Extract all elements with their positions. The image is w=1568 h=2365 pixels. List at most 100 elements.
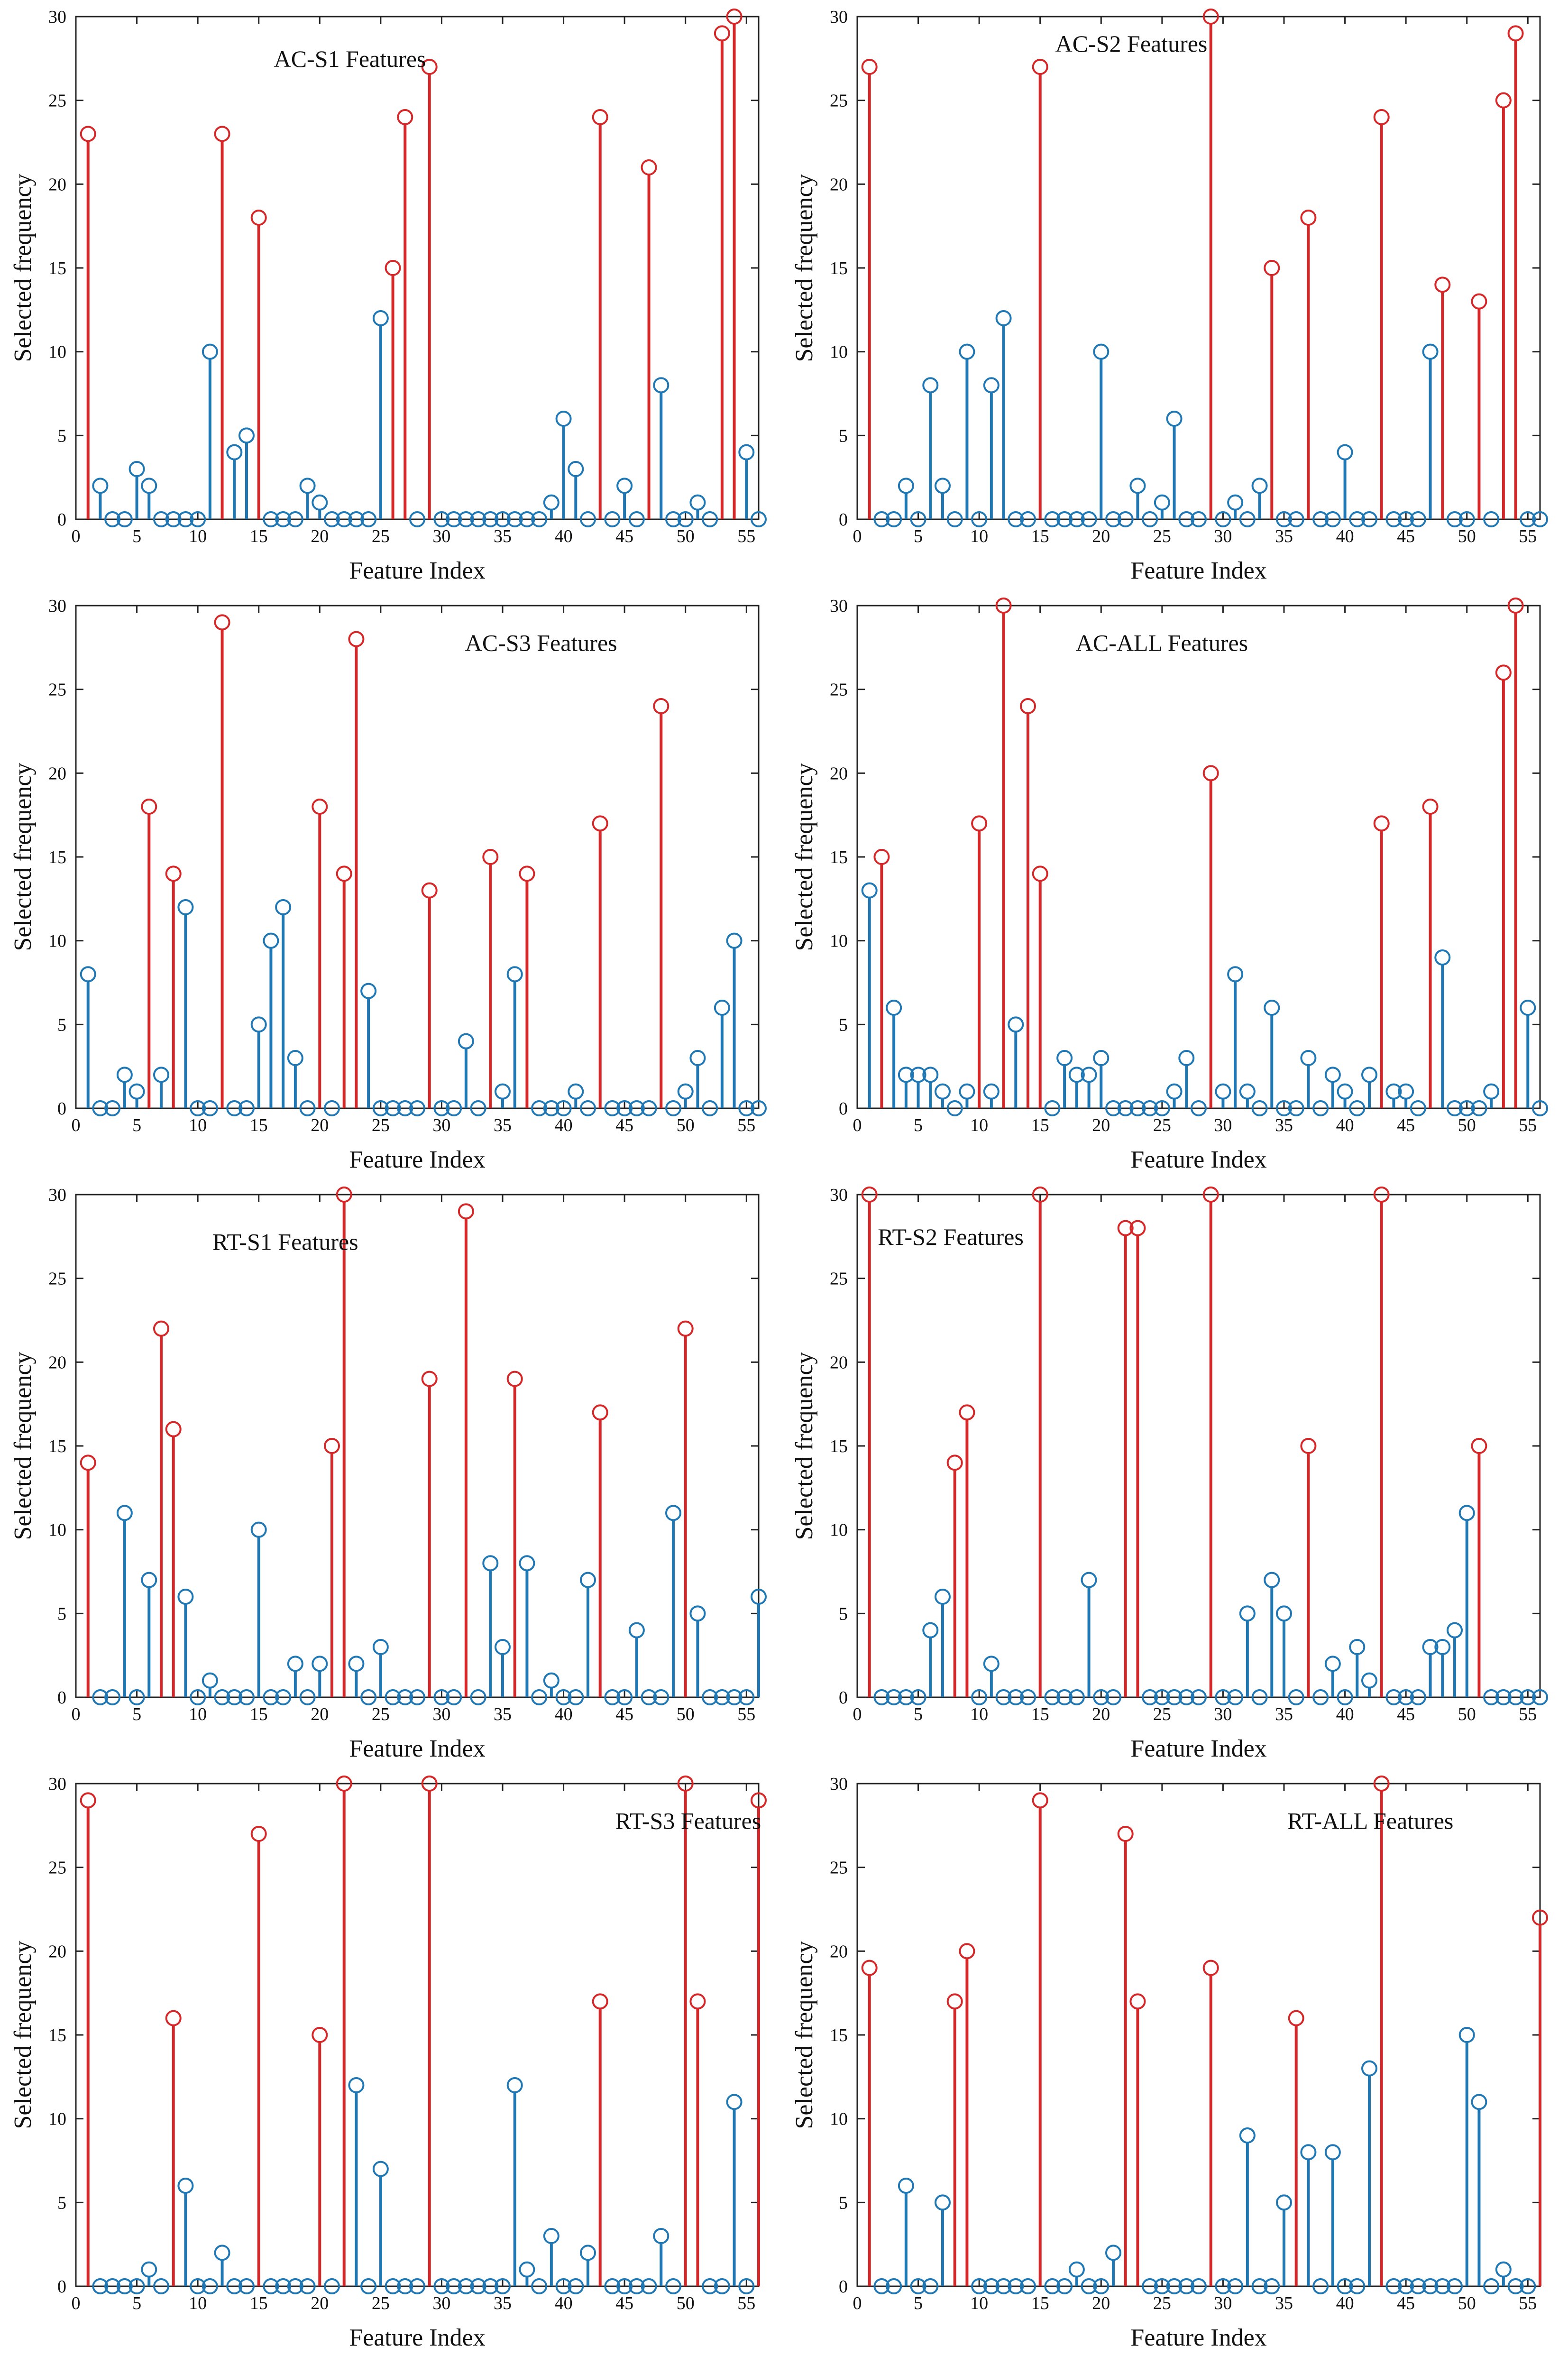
stem-marker [1227, 2278, 1244, 2294]
x-tick-label: 55 [1519, 1115, 1537, 1135]
stem-marker [1154, 1689, 1170, 1705]
stem-marker [1251, 2278, 1268, 2294]
chart-panel-rt-s3: 0 5 10 15 20 25 30 35 40 45 50 55 0 5 10 15 20 25 30 RT-S3 … [9, 1774, 767, 2351]
stem-marker [738, 2278, 755, 2294]
y-tick-label: 30 [48, 596, 66, 616]
stem-marker [1447, 511, 1463, 527]
stem-marker [922, 377, 939, 394]
stem-marker [665, 1505, 681, 1521]
stem-marker [116, 1067, 133, 1083]
stem-marker [1410, 1689, 1426, 1705]
stem-marker [1044, 1689, 1061, 1705]
stem-marker [506, 2077, 523, 2093]
stem-marker [1215, 1689, 1231, 1705]
x-tick-label: 45 [1397, 2293, 1415, 2313]
x-tick-label: 30 [432, 1115, 450, 1135]
stem-marker [543, 2228, 559, 2244]
stem-marker [580, 511, 596, 527]
stem-marker [336, 511, 352, 527]
stem-marker [751, 511, 767, 527]
stem-marker [702, 1100, 718, 1116]
stem-marker [177, 2178, 194, 2194]
stem-marker [1288, 1689, 1304, 1705]
stem-marker [1239, 511, 1256, 527]
stem-marker [1142, 2278, 1158, 2294]
stem-marker [1227, 966, 1244, 983]
x-tick-label: 35 [494, 1115, 512, 1135]
x-tick-label: 40 [1336, 2293, 1354, 2313]
stem-marker [1373, 815, 1390, 832]
stem-marker [1337, 1083, 1353, 1100]
stem-marker [886, 1689, 902, 1705]
stem-marker [898, 478, 914, 494]
stem-marker [80, 966, 96, 983]
y-tick-label: 0 [839, 510, 848, 530]
stem-marker [1117, 1220, 1134, 1236]
stem-marker [1264, 1000, 1280, 1016]
stem-marker [397, 1100, 413, 1116]
stem-marker [433, 1100, 450, 1116]
stem-marker [1434, 1639, 1451, 1655]
stem-marker [1532, 1909, 1548, 1926]
stem-marker [1105, 511, 1121, 527]
stem-marker [616, 1689, 633, 1705]
x-tick-label: 30 [432, 526, 450, 546]
stem-marker [922, 2278, 939, 2294]
stem-marker [726, 9, 743, 25]
stem-marker [226, 1100, 243, 1116]
stem-marker [1361, 2060, 1377, 2077]
stem-marker [263, 932, 279, 949]
stem-marker [714, 1000, 730, 1016]
stem-marker [898, 1689, 914, 1705]
stem-marker [1458, 1505, 1475, 1521]
x-tick-label: 35 [1275, 1115, 1293, 1135]
stem-marker [360, 2278, 377, 2294]
stem-marker [604, 2278, 621, 2294]
stem-marker [714, 2278, 730, 2294]
stem-marker [324, 1438, 340, 1454]
stem-marker [1507, 25, 1524, 42]
stem-marker [506, 966, 523, 983]
stem-marker [1068, 511, 1085, 527]
stem-marker [202, 2278, 218, 2294]
stem-marker [959, 343, 975, 360]
stem-marker [1385, 1083, 1402, 1100]
stem-marker [482, 511, 499, 527]
stem-marker [1044, 511, 1061, 527]
y-tick-label: 0 [839, 1688, 848, 1708]
stem-marker [1458, 2027, 1475, 2043]
stem-marker [1349, 1639, 1366, 1655]
stem-marker [1471, 293, 1487, 310]
stem-marker [238, 427, 255, 444]
x-tick-label: 55 [1519, 526, 1537, 546]
stem-marker [1276, 1100, 1292, 1116]
stem-marker [80, 1792, 96, 1809]
x-tick-label: 5 [132, 1704, 141, 1724]
x-tick-label: 30 [432, 1704, 450, 1724]
x-tick-label: 20 [311, 2293, 329, 2313]
stem-marker [128, 461, 145, 477]
stem-marker [1324, 511, 1341, 527]
stem-marker [1239, 1605, 1256, 1622]
stem-marker [995, 598, 1012, 614]
stem-marker [458, 1033, 474, 1049]
stem-marker [1337, 2278, 1353, 2294]
stem-marker [1434, 2278, 1451, 2294]
stem-marker [665, 1100, 681, 1116]
stem-marker [971, 2278, 988, 2294]
stem-marker [470, 511, 486, 527]
x-tick-label: 45 [1397, 526, 1415, 546]
stem-marker [971, 511, 988, 527]
y-tick-label: 10 [830, 342, 848, 362]
x-tick-label: 30 [1214, 2293, 1232, 2313]
stem-marker [433, 2278, 450, 2294]
stem-marker [190, 1689, 206, 1705]
stem-marker [995, 310, 1012, 326]
stem-marker [312, 2027, 328, 2043]
stem-marker [495, 1083, 511, 1100]
stem-marker [1239, 2127, 1256, 2144]
stem-marker [190, 1100, 206, 1116]
stem-marker [1251, 1100, 1268, 1116]
stem-marker [1068, 1689, 1085, 1705]
stem-marker [1068, 1067, 1085, 1083]
